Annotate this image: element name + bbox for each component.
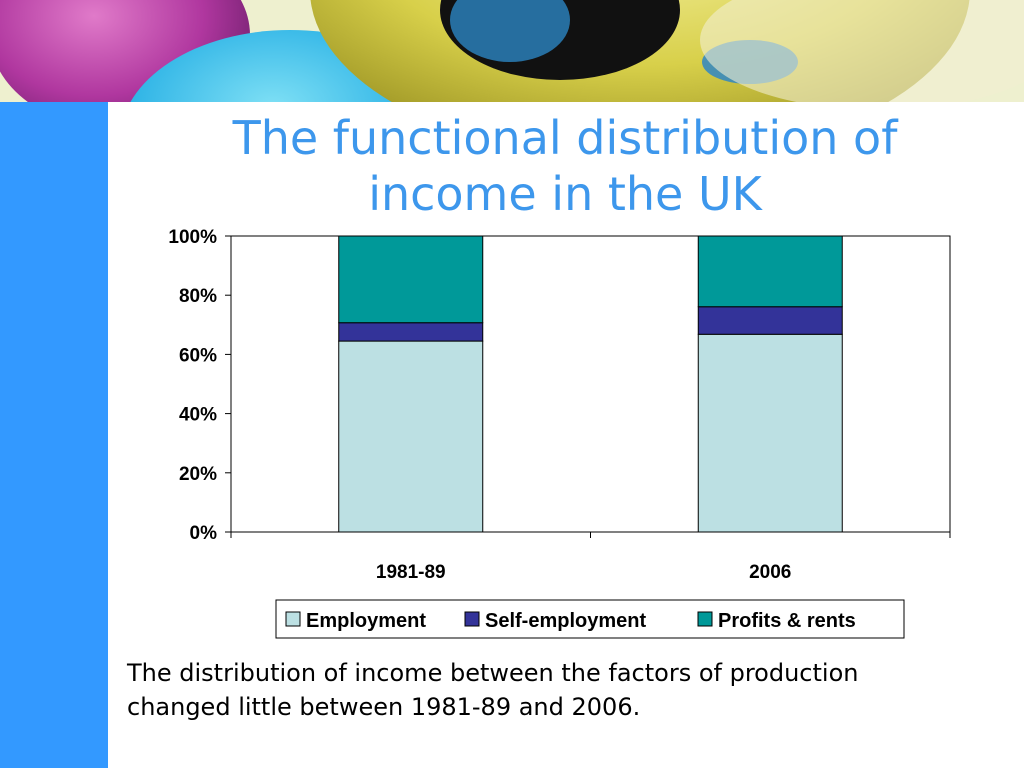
bar-segment [697, 235, 843, 308]
stacked-bar-chart: 0% 20% 40% 60% 80% 100% 1981-89 2006 Employment S… [168, 227, 951, 639]
bar-segment [338, 235, 484, 324]
sidebar-accent [0, 102, 108, 768]
y-tick-label: 20% [179, 464, 217, 485]
slide-title: The functional distribution of income in… [160, 110, 970, 222]
bar-segment [697, 306, 843, 335]
slide-title-line: income in the UK [368, 167, 762, 221]
legend-label: Profits & rents [718, 610, 856, 632]
legend-box [275, 599, 905, 639]
y-tick-label: 0% [190, 523, 218, 544]
header-banner [0, 0, 1024, 102]
y-tick-label: 60% [179, 345, 217, 366]
y-tick-label: 80% [179, 286, 217, 307]
caption-line: changed little between 1981-89 and 2006. [127, 693, 641, 721]
legend-swatch [697, 611, 713, 627]
bar-segment [697, 333, 843, 533]
legend-swatch [464, 611, 480, 627]
bar-segment [338, 340, 484, 533]
decorative-spheres-image [0, 0, 1024, 102]
legend-swatch [285, 611, 301, 627]
x-tick-label: 2006 [749, 562, 791, 583]
caption-line: The distribution of income between the f… [127, 659, 859, 687]
caption: The distribution of income between the f… [127, 656, 1007, 724]
slide-title-line: The functional distribution of [232, 111, 898, 165]
y-tick-label: 40% [179, 405, 217, 426]
x-tick-label: 1981-89 [376, 562, 446, 583]
legend-label: Employment [306, 610, 426, 632]
y-tick-label: 100% [168, 227, 217, 248]
legend-label: Self-employment [485, 610, 646, 632]
bar-segment [338, 322, 484, 342]
